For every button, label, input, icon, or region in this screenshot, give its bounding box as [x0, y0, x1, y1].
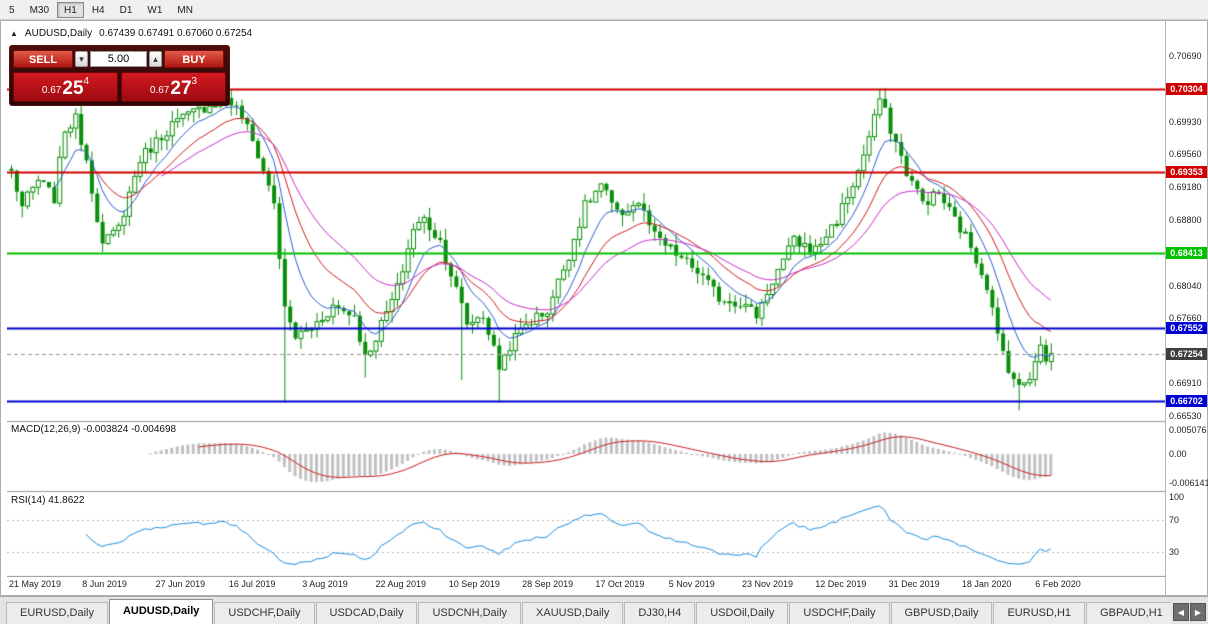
- tab-scroll-left-button[interactable]: ◀: [1173, 603, 1189, 621]
- date-axis-label: 18 Jan 2020: [961, 579, 1012, 589]
- date-axis-label: 8 Jun 2019: [82, 579, 127, 589]
- chart-tab-usdchf-daily[interactable]: USDCHF,Daily: [214, 602, 315, 624]
- price-chart-canvas[interactable]: [7, 23, 1165, 577]
- timeframe-button-d1[interactable]: D1: [119, 4, 133, 16]
- price-axis-label: 0.68800: [1169, 215, 1202, 225]
- date-axis-label: 10 Sep 2019: [448, 579, 500, 589]
- rsi-axis-label: 70: [1169, 515, 1180, 525]
- price-level-badge: 0.69353: [1166, 166, 1207, 178]
- macd-axis-label: 0.00: [1169, 449, 1187, 459]
- price-axis-label: 0.67660: [1169, 313, 1202, 323]
- sell-button[interactable]: SELL: [13, 50, 73, 68]
- price-axis-label: 0.68040: [1169, 281, 1202, 291]
- chart-tab-usdchf-daily[interactable]: USDCHF,Daily: [789, 602, 890, 624]
- macd-axis-label: -0.006141: [1169, 478, 1208, 488]
- price-axis-label: 0.66910: [1169, 378, 1202, 388]
- volume-decrease-button[interactable]: ▾: [75, 51, 88, 67]
- date-axis-label: 6 Feb 2020: [1035, 579, 1081, 589]
- one-click-price-row: 0.67 25 4 0.67 27 3: [13, 72, 226, 102]
- chart-tab-usdcad-daily[interactable]: USDCAD,Daily: [315, 602, 418, 624]
- timeframe-button-m30[interactable]: M30: [29, 4, 50, 16]
- one-click-collapse-icon[interactable]: ▲: [10, 29, 18, 38]
- triangle-right-icon: ▶: [1194, 608, 1202, 617]
- chart-tabs: EURUSD,Daily AUDUSD,Daily USDCHF,Daily USDC…: [6, 596, 1171, 624]
- tab-scroll-right-button[interactable]: ▶: [1190, 603, 1206, 621]
- sell-price-display[interactable]: 0.67 25 4: [13, 72, 118, 102]
- chart-tab-gbpaud-h1[interactable]: GBPAUD,H1: [1086, 602, 1171, 624]
- date-axis-label: 16 Jul 2019: [228, 579, 276, 589]
- date-axis-label: 21 May 2019: [9, 579, 62, 589]
- timeframe-toolbar: 5 M30 H1 H4 D1 W1 MN: [0, 0, 1208, 20]
- triangle-left-icon: ◀: [1177, 608, 1185, 617]
- chart-tab-usdoil-daily[interactable]: USDOil,Daily: [696, 602, 789, 624]
- chart-window: ▲ AUDUSD,Daily 0.67439 0.67491 0.67060 0…: [0, 20, 1208, 596]
- price-level-badge: 0.68413: [1166, 247, 1207, 259]
- chart-title: ▲ AUDUSD,Daily 0.67439 0.67491 0.67060 0…: [10, 28, 252, 39]
- chart-tab-audusd-daily[interactable]: AUDUSD,Daily: [108, 599, 214, 624]
- price-axis-label: 0.66530: [1169, 411, 1202, 421]
- date-axis-label: 28 Sep 2019: [522, 579, 574, 589]
- tab-scroll-buttons: ◀ ▶: [1173, 603, 1206, 621]
- timeframe-button-h4[interactable]: H4: [91, 4, 105, 16]
- buy-price-big: 27: [170, 78, 192, 99]
- triangle-up-icon: ▴: [153, 54, 158, 64]
- triangle-down-icon: ▾: [79, 54, 84, 64]
- chart-ohlc-values: 0.67439 0.67491 0.67060 0.67254: [99, 28, 253, 39]
- buy-button[interactable]: BUY: [164, 50, 224, 68]
- date-axis-label: 27 Jun 2019: [155, 579, 206, 589]
- price-level-badge: 0.66702: [1166, 395, 1207, 407]
- price-axis-separator: [1165, 21, 1166, 595]
- timeframe-button-mn[interactable]: MN: [177, 4, 193, 16]
- rsi-axis-label: 100: [1169, 492, 1185, 502]
- price-axis-label: 0.70690: [1169, 51, 1202, 61]
- rsi-axis-label: 30: [1169, 547, 1180, 557]
- volume-increase-button[interactable]: ▴: [149, 51, 162, 67]
- date-axis-label: 12 Dec 2019: [815, 579, 867, 589]
- one-click-top-row: SELL ▾ ▴ BUY: [13, 49, 226, 69]
- price-axis-label: 0.69180: [1169, 182, 1202, 192]
- date-axis-label: 5 Nov 2019: [668, 579, 715, 589]
- price-axis-label: 0.69930: [1169, 117, 1202, 127]
- chart-tab-bar: EURUSD,Daily AUDUSD,Daily USDCHF,Daily USDC…: [0, 596, 1208, 624]
- timeframe-button-h1[interactable]: H1: [57, 1, 84, 18]
- chart-tab-xauusd-daily[interactable]: XAUUSD,Daily: [522, 602, 624, 624]
- timeframe-button-5[interactable]: 5: [9, 4, 15, 16]
- price-level-badge: 0.67552: [1166, 322, 1207, 334]
- sell-price-big: 25: [62, 78, 84, 99]
- volume-input[interactable]: [90, 51, 147, 67]
- chart-tab-eurusd-h1[interactable]: EURUSD,H1: [993, 602, 1086, 624]
- price-level-badge: 0.70304: [1166, 83, 1207, 95]
- sell-price-sup: 4: [83, 76, 90, 87]
- current-price-badge: 0.67254: [1166, 348, 1207, 360]
- buy-price-sup: 3: [191, 76, 198, 87]
- chart-tab-usdcnh-daily[interactable]: USDCNH,Daily: [418, 602, 522, 624]
- date-axis-label: 17 Oct 2019: [595, 579, 645, 589]
- macd-axis-label: 0.005076: [1169, 425, 1207, 435]
- timeframe-button-w1[interactable]: W1: [147, 4, 163, 16]
- sell-price-prefix: 0.67: [41, 85, 62, 96]
- date-axis-label: 3 Aug 2019: [302, 579, 348, 589]
- date-axis-label: 23 Nov 2019: [742, 579, 794, 589]
- price-axis-label: 0.69560: [1169, 149, 1202, 159]
- chart-tab-eurusd-daily[interactable]: EURUSD,Daily: [6, 602, 108, 624]
- macd-indicator-label: MACD(12,26,9) -0.003824 -0.004698: [11, 424, 177, 435]
- chart-tab-dj30-h4[interactable]: DJ30,H4: [624, 602, 696, 624]
- rsi-indicator-label: RSI(14) 41.8622: [11, 495, 85, 506]
- buy-price-display[interactable]: 0.67 27 3: [121, 72, 226, 102]
- date-axis-label: 22 Aug 2019: [375, 579, 427, 589]
- buy-price-prefix: 0.67: [149, 85, 170, 96]
- chart-tab-gbpusd-daily[interactable]: GBPUSD,Daily: [890, 602, 993, 624]
- chart-symbol-period: AUDUSD,Daily: [24, 28, 93, 39]
- date-axis-label: 31 Dec 2019: [888, 579, 940, 589]
